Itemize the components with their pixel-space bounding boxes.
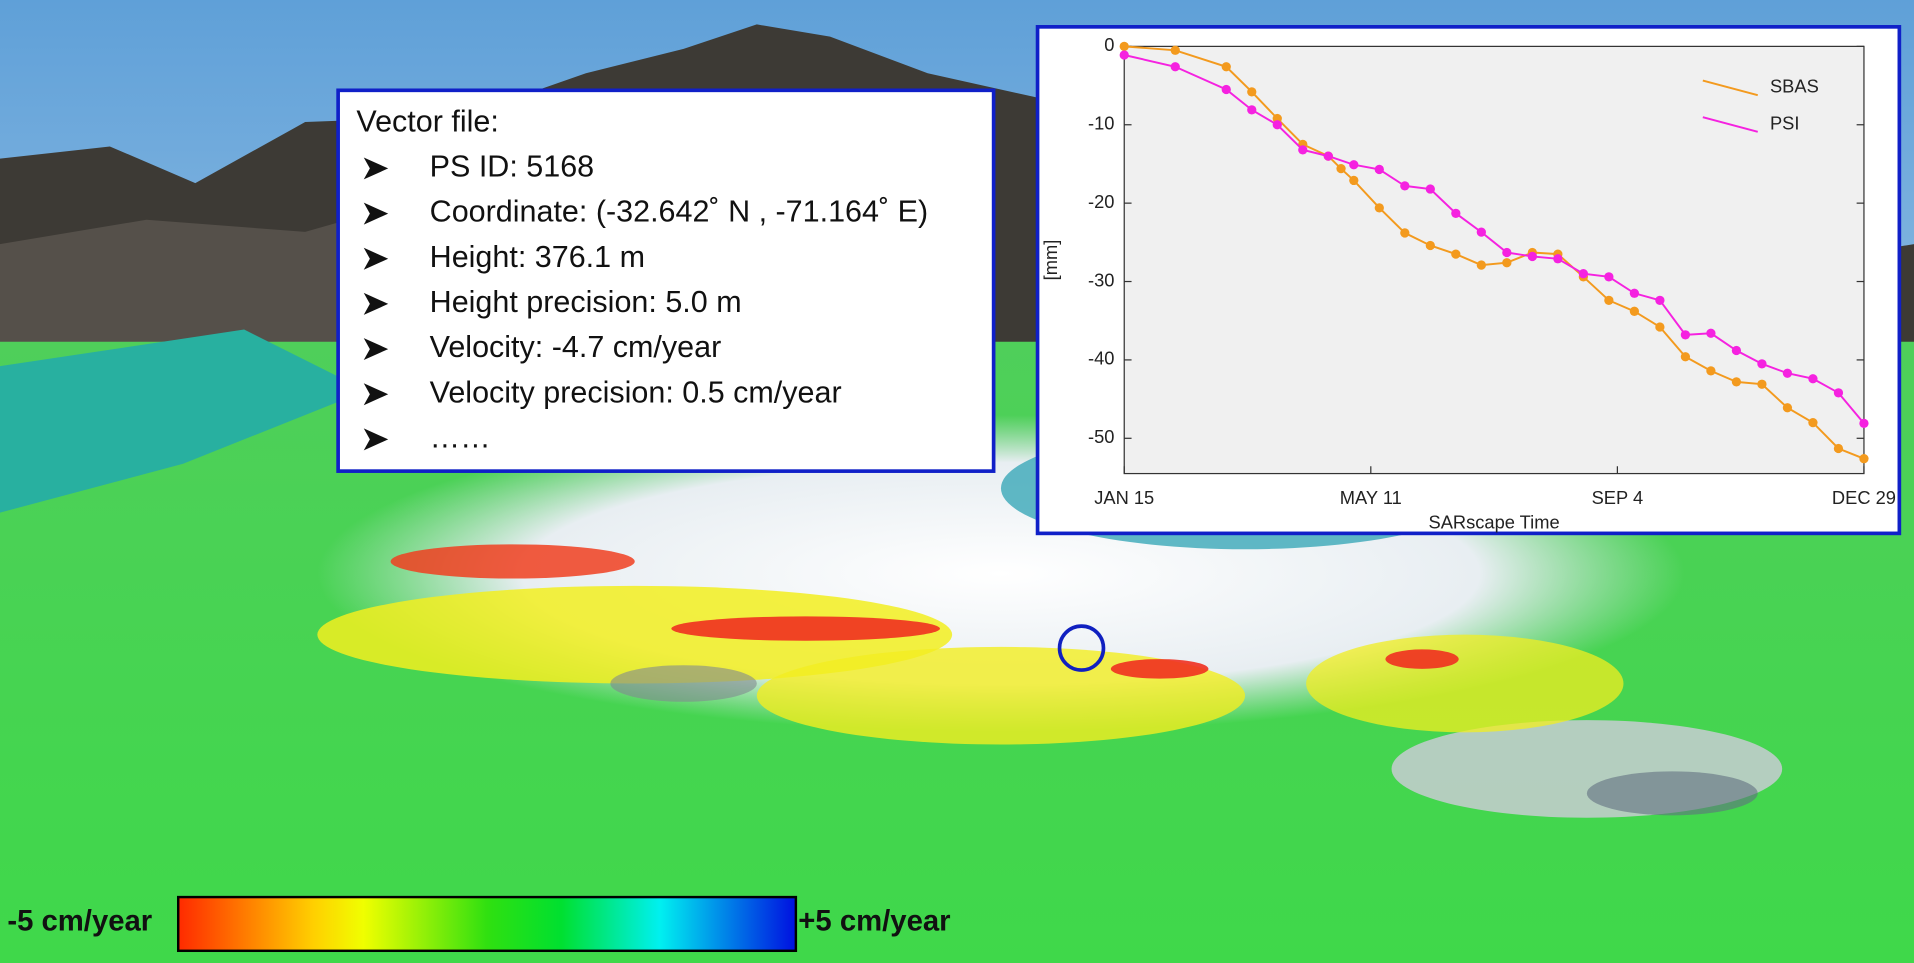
point bbox=[1222, 62, 1231, 71]
point bbox=[1528, 252, 1537, 261]
point bbox=[1375, 165, 1384, 174]
point bbox=[1859, 419, 1868, 428]
info-title: Vector file: bbox=[356, 104, 498, 138]
legend-label: PSI bbox=[1770, 112, 1800, 133]
y-tick-label: -50 bbox=[1088, 426, 1114, 447]
point bbox=[1120, 42, 1129, 51]
point bbox=[1706, 366, 1715, 375]
point bbox=[1336, 164, 1345, 173]
point bbox=[1655, 296, 1664, 305]
x-tick-label: DEC 29 bbox=[1832, 487, 1896, 508]
point bbox=[1859, 454, 1868, 463]
point bbox=[1400, 181, 1409, 190]
info-item: Height precision: 5.0 m bbox=[430, 285, 742, 319]
point bbox=[1451, 249, 1460, 258]
y-tick-label: -10 bbox=[1088, 113, 1114, 134]
point bbox=[1783, 403, 1792, 412]
point bbox=[1247, 105, 1256, 114]
point bbox=[1834, 444, 1843, 453]
point bbox=[1477, 260, 1486, 269]
point bbox=[1247, 87, 1256, 96]
point bbox=[1808, 374, 1817, 383]
y-tick-label: -30 bbox=[1088, 269, 1114, 290]
scene: Vector file: PS ID: 5168 Coordinate: (-32… bbox=[0, 0, 1914, 963]
point bbox=[1553, 254, 1562, 263]
chart-panel: SARscape Time [mm] 0 -10 -20 -30 -40 -50 JAN 1… bbox=[1038, 27, 1900, 534]
point bbox=[1655, 322, 1664, 331]
y-tick-label: 0 bbox=[1104, 34, 1114, 55]
point bbox=[1375, 203, 1384, 212]
info-item: PS ID: 5168 bbox=[430, 149, 594, 183]
point bbox=[1502, 248, 1511, 257]
point bbox=[1502, 258, 1511, 267]
point bbox=[1630, 289, 1639, 298]
point bbox=[1426, 184, 1435, 193]
point bbox=[1681, 330, 1690, 339]
y-tick-label: -20 bbox=[1088, 191, 1114, 212]
info-item: Velocity precision: 0.5 cm/year bbox=[430, 375, 842, 409]
info-item: Coordinate: (-32.642˚ N , -71.164˚ E) bbox=[430, 195, 928, 229]
info-box: Vector file: PS ID: 5168 Coordinate: (-32… bbox=[338, 90, 993, 471]
point bbox=[1171, 62, 1180, 71]
point bbox=[1604, 296, 1613, 305]
point bbox=[1120, 50, 1129, 59]
point bbox=[1324, 151, 1333, 160]
point bbox=[1732, 377, 1741, 386]
point bbox=[1681, 352, 1690, 361]
point bbox=[1349, 176, 1358, 185]
point bbox=[1349, 160, 1358, 169]
point bbox=[1426, 241, 1435, 250]
page: Vector file: PS ID: 5168 Coordinate: (-32… bbox=[0, 0, 1914, 963]
x-tick-label: JAN 15 bbox=[1094, 487, 1154, 508]
point bbox=[1400, 228, 1409, 237]
point bbox=[1757, 359, 1766, 368]
x-axis-label: SARscape Time bbox=[1428, 511, 1559, 532]
point bbox=[1783, 369, 1792, 378]
colorbar-min: -5 cm/year bbox=[7, 904, 152, 937]
x-tick-label: SEP 4 bbox=[1592, 487, 1644, 508]
point bbox=[1834, 388, 1843, 397]
point bbox=[1630, 307, 1639, 316]
point bbox=[1808, 418, 1817, 427]
point bbox=[1757, 380, 1766, 389]
point bbox=[1477, 228, 1486, 237]
point bbox=[1273, 120, 1282, 129]
legend-label: SBAS bbox=[1770, 76, 1819, 97]
point bbox=[1706, 329, 1715, 338]
y-axis-label: [mm] bbox=[1040, 240, 1061, 281]
point bbox=[1604, 272, 1613, 281]
info-item: Height: 376.1 m bbox=[430, 240, 645, 274]
point bbox=[1171, 46, 1180, 55]
colorbar-max: +5 cm/year bbox=[798, 904, 950, 937]
point bbox=[1732, 346, 1741, 355]
point bbox=[1222, 85, 1231, 94]
y-tick-label: -40 bbox=[1088, 348, 1114, 369]
point bbox=[1579, 269, 1588, 278]
x-tick-label: MAY 11 bbox=[1340, 487, 1402, 508]
info-item: Velocity: -4.7 cm/year bbox=[430, 330, 722, 364]
point bbox=[1451, 209, 1460, 218]
info-item: …… bbox=[430, 420, 491, 454]
point bbox=[1298, 145, 1307, 154]
